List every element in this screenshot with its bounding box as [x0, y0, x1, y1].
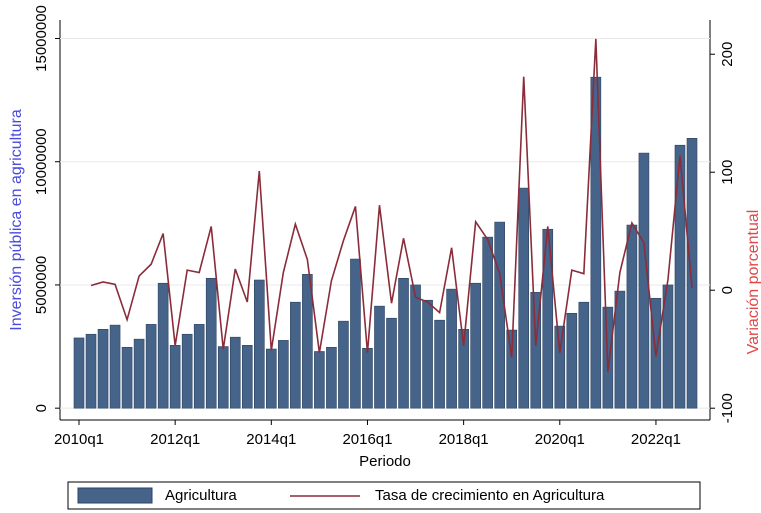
- y2-tick-label: -100: [719, 393, 736, 423]
- bar: [362, 347, 373, 409]
- bar: [338, 320, 349, 409]
- bar: [241, 345, 253, 409]
- bar: [662, 284, 674, 409]
- bar: [530, 292, 542, 409]
- x-tick-label: 2014q1: [246, 431, 296, 448]
- bar: [157, 282, 169, 409]
- bar: [554, 325, 566, 409]
- bar: [350, 258, 361, 409]
- bar: [614, 290, 626, 409]
- bar: [193, 324, 205, 409]
- bar: [506, 329, 518, 409]
- legend-label: Tasa de crecimiento en Agricultura: [375, 487, 605, 504]
- x-tick-label: 2018q1: [439, 431, 489, 448]
- bar: [638, 152, 650, 409]
- bar: [422, 299, 433, 409]
- bar: [626, 224, 638, 409]
- bar: [326, 346, 337, 409]
- bar: [169, 345, 181, 409]
- y-axis-title: Inversión pública en agricultura: [8, 109, 25, 331]
- legend-label: Agricultura: [165, 487, 237, 504]
- bar: [133, 338, 145, 409]
- bar: [266, 348, 277, 409]
- x-tick-label: 2012q1: [150, 431, 200, 448]
- y-tick-label: 15000000: [33, 5, 50, 72]
- bar: [686, 137, 698, 409]
- bar: [290, 301, 301, 409]
- y-tick-label: 5000000: [33, 256, 50, 314]
- bar: [470, 282, 481, 409]
- bar: [494, 221, 505, 409]
- y-tick-label: 10000000: [33, 128, 50, 195]
- bar: [590, 76, 602, 409]
- bar: [434, 319, 445, 409]
- bar: [302, 274, 313, 409]
- bar: [674, 144, 686, 409]
- bar: [374, 305, 385, 409]
- bar: [205, 277, 217, 409]
- bar: [386, 317, 397, 409]
- y-tick-label: 0: [33, 404, 50, 412]
- bar: [566, 312, 578, 409]
- x-tick-label: 2016q1: [342, 431, 392, 448]
- bar: [578, 301, 590, 409]
- y2-tick-label: 0: [719, 286, 736, 294]
- bar: [97, 329, 109, 409]
- bar: [314, 351, 325, 409]
- bar: [482, 236, 493, 409]
- legend: [67, 481, 701, 510]
- legend-swatch: [77, 487, 153, 504]
- bar: [398, 277, 409, 409]
- bar: [121, 346, 133, 409]
- bar: [278, 340, 289, 409]
- bar: [145, 324, 157, 409]
- y2-tick-label: 200: [719, 42, 736, 67]
- bar: [181, 333, 193, 409]
- x-axis-title: Periodo: [359, 453, 411, 470]
- bar: [518, 187, 530, 409]
- bar: [85, 333, 97, 409]
- bar: [410, 284, 421, 409]
- line: [90, 38, 693, 372]
- bar: [109, 324, 121, 409]
- x-tick-label: 2022q1: [631, 431, 681, 448]
- x-tick-label: 2020q1: [535, 431, 585, 448]
- x-tick-label: 2010q1: [54, 431, 104, 448]
- y2-tick-label: 100: [719, 160, 736, 185]
- bar: [229, 336, 241, 409]
- y2-axis-title: Variación porcentual: [745, 210, 761, 355]
- bar: [217, 346, 229, 409]
- bar: [446, 288, 457, 409]
- bar: [458, 329, 469, 409]
- bar: [253, 279, 265, 409]
- bar: [73, 337, 85, 409]
